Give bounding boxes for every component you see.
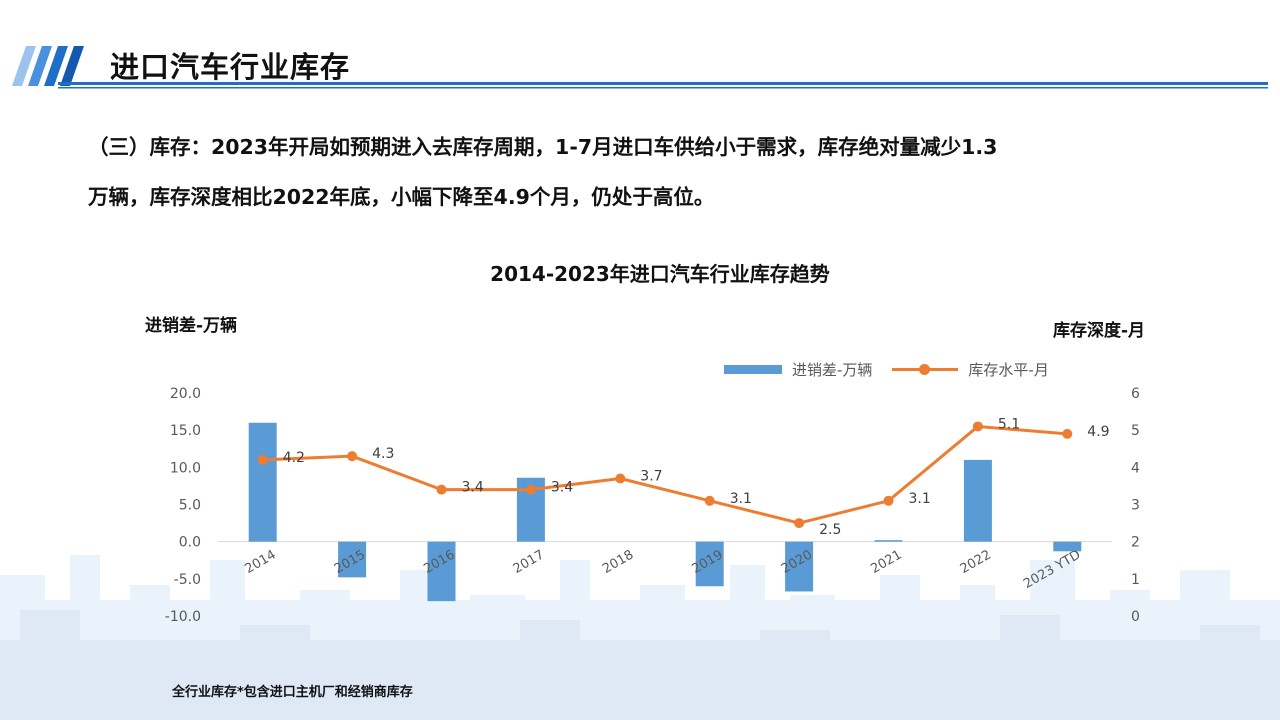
summary-line-2: 万辆，库存深度相比2022年底，小幅下降至4.9个月，仍处于高位。 [88,185,715,209]
line-point [883,495,894,506]
bar [785,541,814,592]
title-divider [58,82,1268,89]
bar [963,459,992,542]
legend-line-label: 库存水平-月 [968,360,1049,379]
left-tick-label: 0.0 [179,535,201,551]
line-data-label: 2.5 [819,522,841,538]
bar [874,540,903,542]
line-data-label: 4.3 [372,446,394,462]
line-point [257,454,268,465]
inventory-line [262,424,1068,525]
line-point [972,421,983,432]
chart-legend: 进销差-万辆 库存水平-月 [724,358,1049,380]
left-axis-title: 进销差-万辆 [145,316,238,336]
bar [248,422,277,542]
right-tick-label: 4 [1131,460,1140,476]
logo-stripes-icon [12,46,84,86]
bar [695,541,724,587]
line-data-label: 4.9 [1087,424,1109,440]
right-tick-label: 2 [1131,535,1140,551]
left-tick-label: 15.0 [170,423,201,439]
bar [1053,541,1082,552]
line-data-label: 3.1 [909,491,931,507]
chart-title: 2014-2023年进口汽车行业库存趋势 [490,262,830,286]
line-point [1062,428,1073,439]
line-data-label: 3.4 [462,480,484,496]
right-tick-label: 5 [1131,423,1140,439]
legend-line-swatch [892,362,959,376]
line-point [704,495,715,506]
line-data-label: 4.2 [283,450,305,466]
footnote: 全行业库存*包含进口主机厂和经销商库存 [172,685,413,700]
right-tick-label: 3 [1131,498,1140,514]
slide-title: 进口汽车行业库存 [110,50,351,84]
x-tick-label: 2014 [243,547,279,577]
line-point [794,518,805,529]
legend-bar-swatch [724,364,782,374]
line-point [525,484,536,495]
line-data-label: 3.7 [640,468,662,484]
line-point [347,451,358,462]
line-point [615,473,626,484]
left-tick-label: 10.0 [170,460,201,476]
right-axis-title: 库存深度-月 [1053,321,1146,341]
left-tick-label: 20.0 [170,386,201,402]
x-tick-label: 2018 [600,547,636,577]
line-data-label: 3.4 [551,480,573,496]
left-tick-label: 5.0 [179,498,201,514]
x-tick-label: 2022 [958,547,994,577]
right-tick-label: 6 [1131,386,1140,402]
x-tick-label: 2017 [511,547,547,577]
bar [427,541,456,602]
summary-line-1: （三）库存：2023年开局如预期进入去库存周期，1-7月进口车供给小于需求，库存… [88,135,998,159]
left-tick-label: -5.0 [174,572,201,588]
x-tick-label: 2021 [868,547,904,577]
legend-bar-label: 进销差-万辆 [792,360,873,379]
line-data-label: 5.1 [998,416,1020,432]
left-tick-label: -10.0 [165,609,201,625]
right-tick-label: 0 [1131,609,1140,625]
x-tick-label: 2023 YTD [1021,547,1083,592]
line-data-label: 3.1 [730,491,752,507]
right-tick-label: 1 [1131,572,1140,588]
line-point [436,484,447,495]
summary-paragraph: （三）库存：2023年开局如预期进入去库存周期，1-7月进口车供给小于需求，库存… [88,122,1248,222]
bar [338,541,367,578]
